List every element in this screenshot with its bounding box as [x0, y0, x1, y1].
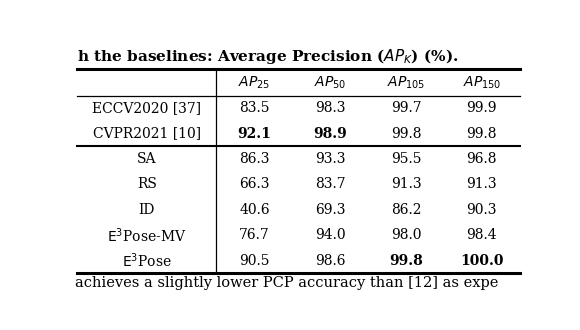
- Text: $\mathrm{E}^3$Pose: $\mathrm{E}^3$Pose: [122, 251, 172, 270]
- Text: 90.5: 90.5: [239, 254, 270, 268]
- Text: 83.5: 83.5: [239, 101, 270, 115]
- Text: 99.8: 99.8: [389, 254, 423, 268]
- Text: $\mathit{AP}_{25}$: $\mathit{AP}_{25}$: [238, 75, 270, 91]
- Text: 98.3: 98.3: [315, 101, 346, 115]
- Text: RS: RS: [137, 178, 157, 191]
- Text: $\mathrm{E}^3$Pose-MV: $\mathrm{E}^3$Pose-MV: [107, 226, 187, 245]
- Text: 40.6: 40.6: [239, 203, 270, 217]
- Text: 98.9: 98.9: [313, 127, 347, 141]
- Text: 83.7: 83.7: [315, 178, 346, 191]
- Text: ECCV2020 [37]: ECCV2020 [37]: [92, 101, 201, 115]
- Text: h the baselines: Average Precision ($\mathit{AP}_K$) (%).: h the baselines: Average Precision ($\ma…: [77, 47, 458, 66]
- Text: 100.0: 100.0: [460, 254, 503, 268]
- Text: ID: ID: [139, 203, 155, 217]
- Text: 99.8: 99.8: [391, 127, 421, 141]
- Text: 99.7: 99.7: [391, 101, 421, 115]
- Text: $\mathit{AP}_{50}$: $\mathit{AP}_{50}$: [314, 75, 346, 91]
- Text: SA: SA: [137, 152, 157, 166]
- Text: 95.5: 95.5: [391, 152, 421, 166]
- Text: 99.9: 99.9: [466, 101, 497, 115]
- Text: 99.8: 99.8: [466, 127, 497, 141]
- Text: 91.3: 91.3: [466, 178, 497, 191]
- Text: achieves a slightly lower PCP accuracy than [12] as expe: achieves a slightly lower PCP accuracy t…: [75, 276, 498, 290]
- Text: 86.2: 86.2: [391, 203, 421, 217]
- Text: 98.6: 98.6: [315, 254, 346, 268]
- Text: 98.4: 98.4: [466, 228, 497, 242]
- Text: 92.1: 92.1: [237, 127, 271, 141]
- Text: $\mathit{AP}_{150}$: $\mathit{AP}_{150}$: [463, 75, 501, 91]
- Text: 86.3: 86.3: [239, 152, 270, 166]
- Text: 69.3: 69.3: [315, 203, 346, 217]
- Text: CVPR2021 [10]: CVPR2021 [10]: [93, 127, 201, 141]
- Text: 76.7: 76.7: [239, 228, 270, 242]
- Text: 96.8: 96.8: [466, 152, 497, 166]
- Text: 94.0: 94.0: [315, 228, 346, 242]
- Text: 90.3: 90.3: [466, 203, 497, 217]
- Text: 91.3: 91.3: [391, 178, 421, 191]
- Text: $\mathit{AP}_{105}$: $\mathit{AP}_{105}$: [387, 75, 425, 91]
- Text: 66.3: 66.3: [239, 178, 270, 191]
- Text: 93.3: 93.3: [315, 152, 346, 166]
- Text: 98.0: 98.0: [391, 228, 421, 242]
